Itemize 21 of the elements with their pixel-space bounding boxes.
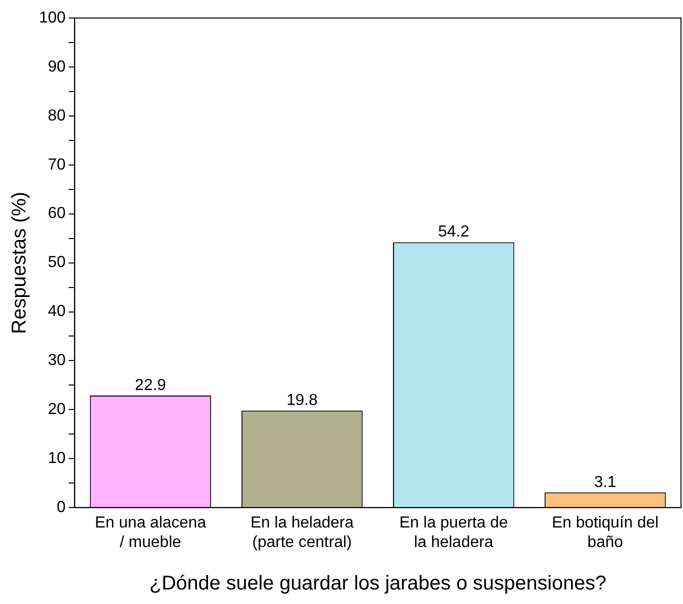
y-tick-label: 10 [48, 450, 66, 468]
data-label: 19.8 [286, 392, 318, 410]
y-tick-label: 20 [48, 401, 66, 418]
y-tick-label: 0 [56, 499, 66, 516]
x-axis-title: ¿Dónde suele guardar los jarabes o suspensiones? [149, 572, 606, 595]
y-tick-label: 30 [48, 352, 66, 370]
y-tick-label: 100 [38, 9, 66, 26]
y-tick-label: 80 [48, 107, 66, 124]
data-label: 3.1 [594, 474, 616, 491]
data-label: 54.2 [438, 224, 470, 241]
data-label: 22.9 [134, 376, 166, 394]
y-tick-label: 70 [48, 156, 66, 174]
y-tick-label: 50 [48, 254, 66, 272]
y-tick-label: 40 [48, 303, 66, 320]
x-tick-label: En la heladera (parte central) [250, 514, 354, 551]
y-tick-label: 60 [48, 205, 66, 222]
x-tick-label: En la puerta de la heladera [399, 514, 508, 551]
x-tick-label: En botiquín del baño [552, 514, 659, 551]
y-tick-label: 90 [48, 58, 66, 76]
x-tick-label: En una alacena / mueble [94, 514, 206, 551]
y-axis-title: Respuestas (%) [8, 192, 31, 334]
